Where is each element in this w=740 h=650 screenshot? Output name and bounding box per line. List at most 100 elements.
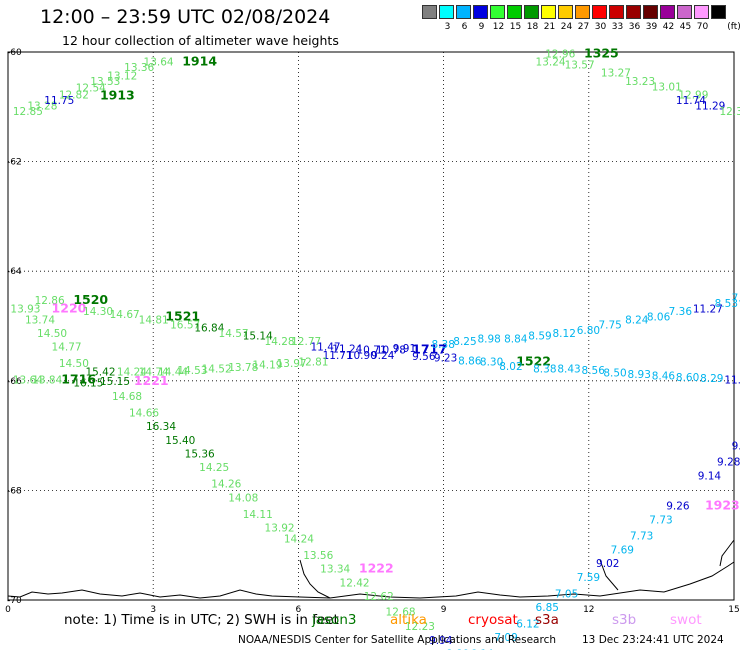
wave-height-label: 13.53 [90,76,120,88]
legend-label: 33 [611,22,624,32]
wave-height-label: 14.77 [52,342,82,354]
wave-height-label: 13.27 [601,68,631,80]
wave-height-label: 8.25 [453,336,476,348]
satellite-name: cryosat [468,612,518,628]
legend-swatch [592,5,607,19]
wave-height-label: 14.67 [110,309,140,321]
x-tick-label: 0 [5,605,11,615]
wave-height-label: 15.42 [85,366,115,378]
legend-unit: (ft) [727,22,740,32]
wave-height-label: 8.38 [533,364,556,376]
x-tick-label: 12 [583,605,594,615]
wave-height-label: 8.02 [499,361,522,373]
wave-height-label: 8.59 [528,331,551,343]
pass-time-label: 1221 [134,373,169,388]
wave-height-label: 7.09 [494,632,517,644]
wave-height-label: 13.36 [124,62,154,74]
legend-swatch [524,5,539,19]
legend-label: 45 [679,22,692,32]
wave-height-label: 15.40 [165,435,195,447]
pass-time-label: 1914 [182,54,217,69]
wave-height-label: 8.38 [432,339,455,351]
wave-height-label: 13.57 [565,59,595,71]
wave-height-label: 9.56 [412,351,436,363]
wave-height-label: 12.77 [291,336,321,348]
legend-swatch [711,5,726,19]
wave-height-label: 11.24 [332,343,362,355]
wave-height-label: 8.98 [477,333,500,345]
legend-label: 27 [577,22,590,32]
wave-height-label: 12.82 [59,90,89,102]
pass-time-label: 1716 [61,372,96,387]
wave-height-label: 11.29 [695,101,725,113]
wave-height-label: 8.93 [628,369,651,381]
wave-height-label: 12.23 [405,621,435,633]
wave-height-label: 8.89 [446,649,469,650]
x-tick-label: 6 [296,605,302,615]
page-subtitle: 12 hour collection of altimeter wave hei… [62,33,339,48]
wave-height-label: 12.85 [13,106,43,118]
wave-height-label: 14.11 [243,509,273,521]
legend-label: 42 [662,22,675,32]
wave-height-label: 13.74 [25,314,55,326]
wave-height-label: 11.31 [724,375,740,387]
legend-label: 39 [645,22,658,32]
wave-height-label: 16.84 [194,322,224,334]
satellite-name: swot [670,612,702,628]
legend-swatch [660,5,675,19]
wave-height-label: 10.78 [376,344,406,356]
wave-height-label: 10.90 [347,350,377,362]
wave-height-label: 14.57 [219,328,249,340]
satellite-name: jason3 [312,612,357,628]
y-tick-label: -64 [7,267,22,277]
legend-label: 15 [509,22,522,32]
wave-height-label: 8.06 [647,312,671,324]
coastline [719,539,735,567]
wave-height-label: 12.68 [386,606,416,618]
legend-swatch [473,5,488,19]
legend-swatch [507,5,522,19]
legend-swatch [575,5,590,19]
wave-height-label: 9.91 [393,343,416,355]
pass-time-label: 1717 [412,341,447,356]
wave-height-label: 7.73 [649,514,672,526]
legend-label: 12 [492,22,505,32]
wave-height-label: 8.24 [625,314,649,326]
wave-height-label: 8.56 [582,365,606,377]
wave-height-label: 14.44 [158,366,188,378]
pass-time-label: 1913 [100,88,135,103]
legend-label: 36 [628,22,641,32]
wave-height-label: 8.29 [700,373,723,385]
wave-height-label: 12.86 [35,295,65,307]
legend-label: 6 [461,22,468,32]
wave-height-label: 13.01 [652,81,682,93]
pass-time-label: 1521 [165,309,200,324]
legend-label: 30 [594,22,607,32]
wave-height-label: 16.57 [170,320,200,332]
legend-swatch [422,5,437,19]
y-tick-label: -62 [7,158,22,168]
coastline [599,559,619,591]
wave-height-label: 8.60 [676,372,699,384]
legend-swatch [626,5,641,19]
wave-height-label: 12.96 [545,48,575,60]
wave-height-label: 14.24 [284,533,314,545]
pass-time-label: 1222 [359,561,394,576]
pass-time-label: 1325 [584,45,619,60]
wave-height-label: 8.84 [504,333,528,345]
wave-height-label: 13.84 [32,375,62,387]
wave-height-label: 13.12 [107,70,137,82]
y-tick-label: -66 [7,377,22,387]
wave-height-label: 9.14 [698,470,722,482]
wave-height-label: 8.50 [603,367,626,379]
legend-swatch [541,5,556,19]
legend-label: 18 [526,22,539,32]
pass-time-label: 1923 [705,498,740,513]
wave-height-label: 14.81 [139,314,169,326]
wave-height-label: 7.75 [598,320,621,332]
wave-height-label: 14.26 [211,479,241,491]
wave-height-label: 6.85 [536,602,559,614]
wave-height-label: 9. [732,440,740,452]
wave-height-label: 12.81 [298,356,328,368]
legend-swatch [456,5,471,19]
